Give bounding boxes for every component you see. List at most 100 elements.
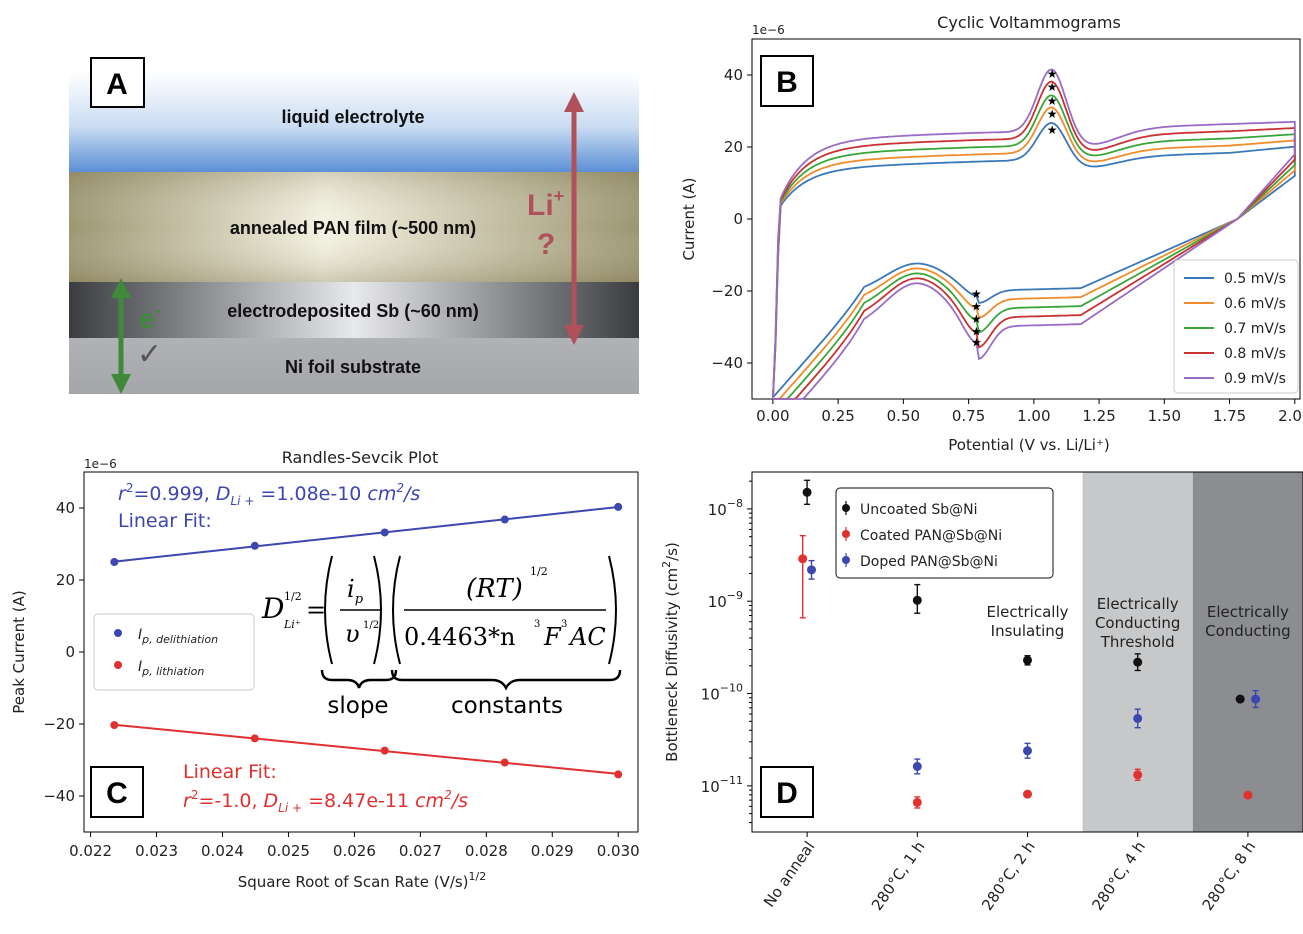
legend-label: 0.7 mV/s [1224, 321, 1286, 337]
eq-paren-right-1 [373, 555, 382, 665]
question-mark: ? [537, 228, 555, 261]
region-label-0: Insulating [991, 622, 1065, 640]
panel-c-xtick-label: 0.023 [135, 842, 178, 860]
panel-d-xtick-label: No anneal [760, 838, 818, 911]
cathodic-peak-marker: ★ [971, 335, 982, 349]
panel-d-xtick-label: 280°C, 8 h [1199, 838, 1260, 914]
panel-b-xtick-label: 1.50 [1148, 407, 1181, 425]
data-point-1 [110, 721, 119, 730]
panel-b-xtick-label: 1.75 [1213, 407, 1246, 425]
anodic-peak-marker: ★ [1047, 67, 1058, 81]
constants-brace [390, 669, 622, 691]
diffusivity-point-0 [912, 595, 922, 605]
legend-label-delithiation: Ip, delithiation [138, 627, 218, 646]
panel-d-legend-box [835, 487, 1054, 579]
panel-b-xtick-label: 0.75 [952, 407, 985, 425]
diffusivity-point-1 [1023, 789, 1032, 799]
anodic-peak-marker: ★ [1047, 80, 1058, 94]
cathodic-peak-marker: ★ [971, 325, 982, 339]
panel-c-xtick-label: 0.030 [597, 842, 640, 860]
panel-c-legend: Ip, delithiation Ip, lithiation [93, 613, 255, 691]
fit-red-stats: r2=-1.0, DLi + =8.47e-11 cm2/s [183, 788, 468, 815]
eq-nu: υ [345, 620, 360, 648]
data-point-0 [614, 502, 623, 511]
panel-c-xtick-label: 0.025 [267, 842, 310, 860]
diffusivity-point-2 [912, 761, 922, 771]
legend-label: Uncoated Sb@Ni [860, 502, 978, 518]
diffusivity-point-0 [1023, 655, 1032, 665]
panel-b-xlabel: Potential (V vs. Li/Li⁺) [948, 436, 1109, 454]
e-label: e- [139, 300, 161, 334]
diffusivity-point-1 [798, 554, 808, 564]
panel-c-ytick-label: 40 [56, 499, 75, 517]
panel-d-xtick-label: 280°C, 2 h [978, 838, 1039, 914]
panel-b-chart: Cyclic Voltammograms 1e−6 0.00 0.25 0.50 0.… [680, 13, 1303, 454]
eq-equals: = [306, 596, 326, 624]
legend-label: Doped PAN@Sb@Ni [860, 554, 998, 570]
layer-label-electrolyte: liquid electrolyte [281, 107, 424, 127]
panel-b-legend: 0.5 mV/s 0.6 mV/s 0.7 mV/s 0.8 mV/s 0.9 mV/s [1173, 259, 1299, 394]
panel-c-title: Randles-Sevcik Plot [282, 448, 438, 467]
layer-label-sb: electrodeposited Sb (~60 nm) [227, 301, 479, 321]
panel-b-xtick-label: 0.25 [821, 407, 854, 425]
legend-marker [842, 530, 850, 538]
panel-c-ytick-label: 20 [56, 571, 75, 589]
eq-f: F [543, 623, 562, 651]
cv-curve-4 [772, 68, 1296, 400]
panel-c-xtick-label: 0.022 [69, 842, 112, 860]
eq-paren-left-1 [324, 555, 333, 665]
panel-c-xtick-label: 0.029 [531, 842, 574, 860]
cathodic-peak-marker: ★ [971, 287, 982, 301]
legend-label: 0.6 mV/s [1224, 296, 1286, 312]
panel-b-ytick-label: 20 [724, 138, 743, 156]
panel-b-ytick-label: −40 [711, 354, 743, 372]
region-label-2: Conducting [1205, 622, 1291, 640]
eq-nu-exp: 1/2 [363, 620, 379, 631]
panel-a-letter-box [90, 57, 145, 108]
region-label-1: Conducting [1095, 614, 1181, 632]
legend-label: 0.9 mV/s [1224, 371, 1286, 387]
eq-rt-exp: 1/2 [530, 565, 548, 578]
panel-b-xtick-label: 1.25 [1082, 407, 1115, 425]
anodic-peak-marker: ★ [1047, 107, 1058, 121]
panel-b-legend-box [1173, 259, 1299, 394]
anodic-peak-marker: ★ [1047, 123, 1058, 137]
panel-c-xtick-label: 0.026 [333, 842, 376, 860]
eq-ac: AC [568, 623, 606, 651]
panel-b-xtick-label: 0.50 [887, 407, 920, 425]
data-point-1 [250, 734, 259, 743]
legend-label-lithiation: Ip, lithiation [138, 659, 204, 678]
layer-label-ni: Ni foil substrate [285, 357, 421, 377]
diffusivity-point-2 [1023, 746, 1032, 756]
data-point-0 [380, 528, 389, 537]
data-point-0 [110, 558, 119, 566]
layer-ni [69, 338, 639, 394]
slope-label: slope [327, 693, 388, 719]
eq-d-li: Li⁺ [283, 618, 301, 631]
data-point-0 [500, 515, 509, 524]
panel-d-ytick-label: 10−11 [701, 774, 743, 796]
panel-a: liquid electrolyte annealed PAN film (~5… [69, 57, 639, 394]
legend-marker-delithiation [114, 629, 122, 637]
panel-d-legend: Uncoated Sb@Ni Coated PAN@Sb@Ni Doped PAN@… [835, 487, 1054, 579]
data-point-1 [380, 746, 389, 755]
cathodic-peak-marker: ★ [971, 299, 982, 313]
panel-c-scale: 1e−6 [84, 457, 117, 471]
panel-c-ytick-label: 0 [65, 643, 75, 661]
legend-label: Coated PAN@Sb@Ni [860, 528, 1002, 544]
panel-b-ytick-label: 40 [724, 66, 743, 84]
layer-label-pan: annealed PAN film (~500 nm) [230, 218, 476, 238]
data-point-1 [614, 770, 623, 779]
panel-d-letter-box [760, 766, 814, 818]
eq-paren-right-2 [608, 555, 617, 665]
panel-c-ylabel: Peak Current (A) [10, 590, 28, 713]
region-label-2: Electrically [1207, 603, 1289, 621]
panel-b-xtick-label: 1.00 [1017, 407, 1050, 425]
panel-d-ylabel: Bottleneck Diffusivity (cm2/s) [660, 542, 681, 762]
panel-d-chart: 10−8 10−9 10−10 10−11 No anneal 280°C, 1 h 280… [660, 471, 1303, 914]
panel-d-xtick-label: 280°C, 4 h [1088, 838, 1149, 914]
region-label-1: Electrically [1097, 595, 1179, 613]
randles-sevcik-equation: D 1/2 Li⁺ = ip υ 1/2 (RT) 1/2 0.4463*n 3… [261, 555, 622, 719]
fit-line-1 [114, 723, 619, 775]
